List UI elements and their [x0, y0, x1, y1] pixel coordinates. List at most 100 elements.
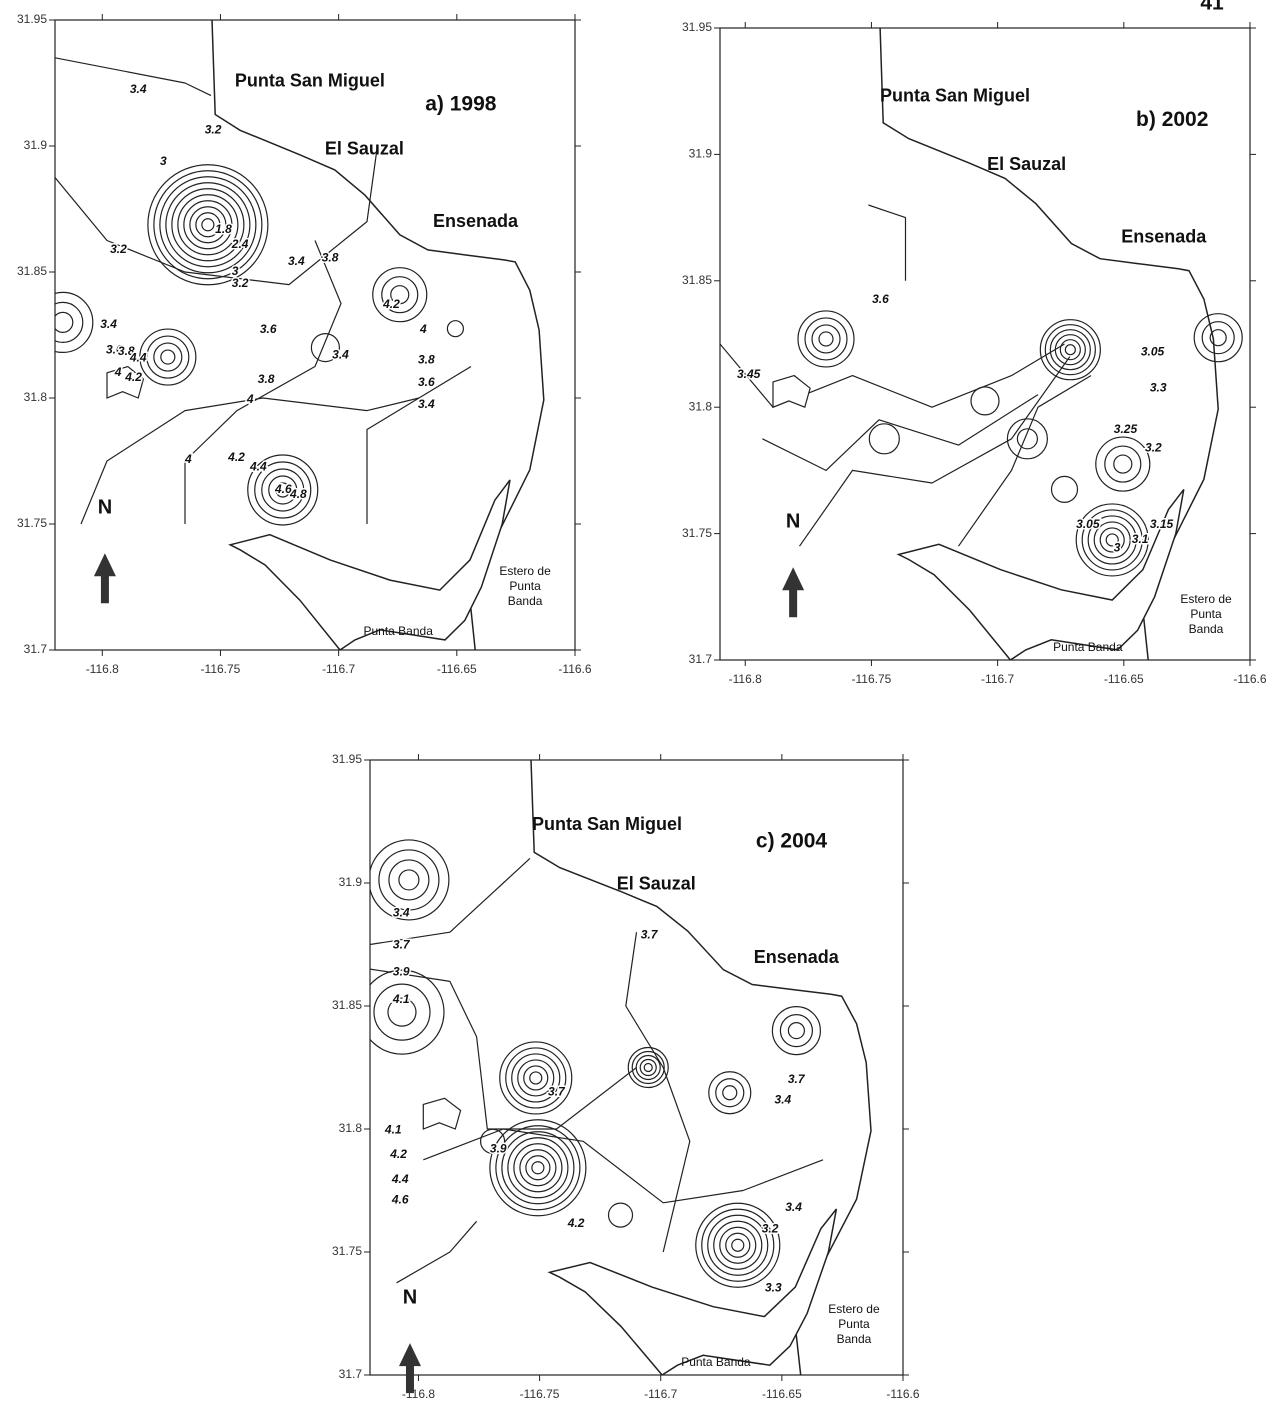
y-tick-label: 31.7	[24, 642, 48, 656]
contour-ring	[161, 350, 175, 364]
contour-label: 3.1	[1132, 532, 1149, 546]
punta-banda-peninsula	[899, 489, 1184, 660]
north-label: N	[98, 497, 112, 519]
place-label-small: Punta Banda	[681, 1355, 751, 1369]
contour-label: 3.7	[548, 1084, 566, 1098]
x-tick-label: -116.75	[201, 662, 241, 676]
y-tick-label: 31.85	[332, 998, 362, 1012]
contour-label: 3.9	[490, 1141, 507, 1155]
contour-ring	[160, 177, 256, 273]
north-arrow	[782, 567, 804, 617]
place-label: El Sauzal	[325, 139, 404, 159]
contour-label: 3.4	[418, 397, 435, 411]
contour-label: 4	[114, 365, 122, 379]
page-number: 41	[1200, 0, 1224, 15]
contour-line	[367, 367, 471, 525]
contour-ring	[628, 1048, 668, 1088]
contour-line	[720, 344, 1065, 407]
contour-ring	[532, 1162, 544, 1174]
contour-label: 4.2	[227, 450, 245, 464]
contour-ring	[1114, 455, 1132, 473]
contour-label: 3.6	[260, 322, 277, 336]
x-tick-label: -116.8	[86, 662, 119, 676]
contour-ring	[1065, 345, 1075, 355]
contour-label: 4.2	[382, 297, 400, 311]
contour-label: 4.6	[391, 1193, 409, 1207]
contour-label: 3.7	[788, 1072, 806, 1086]
island	[773, 376, 810, 408]
contour-ring	[514, 1144, 562, 1192]
y-tick-label: 31.9	[689, 147, 713, 161]
place-label-small: Banda	[837, 1332, 872, 1346]
place-label: El Sauzal	[617, 874, 696, 894]
contour-line	[868, 205, 905, 281]
contour-ring	[500, 1042, 572, 1114]
contour-ring	[508, 1138, 568, 1198]
contour-label: 3.2	[205, 122, 222, 136]
contour-ring	[726, 1233, 750, 1257]
contour-ring	[1060, 340, 1080, 360]
contour-ring	[772, 1007, 820, 1055]
x-tick-label: -116.7	[322, 662, 355, 676]
contour-ring	[971, 387, 999, 415]
y-tick-label: 31.95	[682, 20, 712, 34]
contour-ring	[780, 1015, 812, 1047]
contour-ring	[644, 1064, 652, 1072]
contour-label: 4.1	[384, 1122, 402, 1136]
contour-ring	[154, 171, 262, 279]
panel-title: a) 1998	[425, 93, 497, 116]
y-tick-label: 31.8	[339, 1121, 363, 1135]
contour-line	[370, 969, 637, 1129]
contour-label: 4.2	[389, 1147, 407, 1161]
contour-line	[397, 1221, 477, 1283]
place-label-small: Punta	[509, 579, 541, 593]
contour-line	[626, 932, 690, 1252]
contour-label: 4	[419, 322, 427, 336]
contour-label: 4.4	[249, 459, 267, 473]
contour-label: 3.6	[418, 375, 435, 389]
y-tick-label: 31.8	[24, 390, 48, 404]
contour-ring	[166, 183, 250, 267]
contour-ring	[53, 312, 73, 332]
x-tick-label: -116.65	[437, 662, 477, 676]
contour-ring	[33, 292, 93, 352]
north-arrow	[399, 1343, 421, 1393]
contour-ring	[502, 1132, 574, 1204]
contour-label: 4.4	[129, 350, 147, 364]
contour-label: 4.2	[124, 370, 142, 384]
contour-ring	[202, 219, 214, 231]
contour-ring	[716, 1079, 744, 1107]
contour-ring	[399, 870, 419, 890]
contour-ring	[524, 1066, 548, 1090]
x-tick-label: -116.6	[558, 662, 591, 676]
place-label-small: Estero de	[828, 1302, 880, 1316]
punta-banda-peninsula	[550, 1209, 837, 1375]
y-tick-label: 31.85	[17, 264, 47, 278]
contour-label: 3.7	[393, 937, 411, 951]
contour-label: 4.2	[567, 1216, 585, 1230]
y-tick-label: 31.75	[17, 516, 47, 530]
contour-ring	[43, 302, 83, 342]
contour-label: 3.4	[785, 1200, 802, 1214]
place-label: Ensenada	[1121, 227, 1207, 247]
y-tick-label: 31.8	[689, 399, 713, 413]
contour-label: 4.1	[392, 992, 410, 1006]
map-panel: 31.731.7531.831.8531.931.95-116.8-116.75…	[332, 752, 920, 1401]
map-panel: 31.731.7531.831.8531.931.95-116.8-116.75…	[682, 20, 1267, 686]
contour-line	[800, 357, 1070, 547]
contour-ring	[1105, 446, 1141, 482]
place-label-small: Punta	[1190, 607, 1222, 621]
contour-ring	[709, 1072, 751, 1114]
contour-label: 3.3	[1150, 380, 1167, 394]
contour-line	[370, 858, 530, 944]
contour-label: 3.45	[737, 367, 761, 381]
contour-ring	[798, 311, 854, 367]
contour-ring	[1100, 528, 1124, 552]
x-tick-label: -116.7	[981, 672, 1014, 686]
contour-ring	[1096, 437, 1150, 491]
contour-ring	[1007, 419, 1047, 459]
contour-label: 3.4	[393, 905, 410, 919]
contour-ring	[869, 424, 899, 454]
north-label: N	[403, 1286, 417, 1308]
contour-label: 3.05	[1141, 344, 1165, 358]
